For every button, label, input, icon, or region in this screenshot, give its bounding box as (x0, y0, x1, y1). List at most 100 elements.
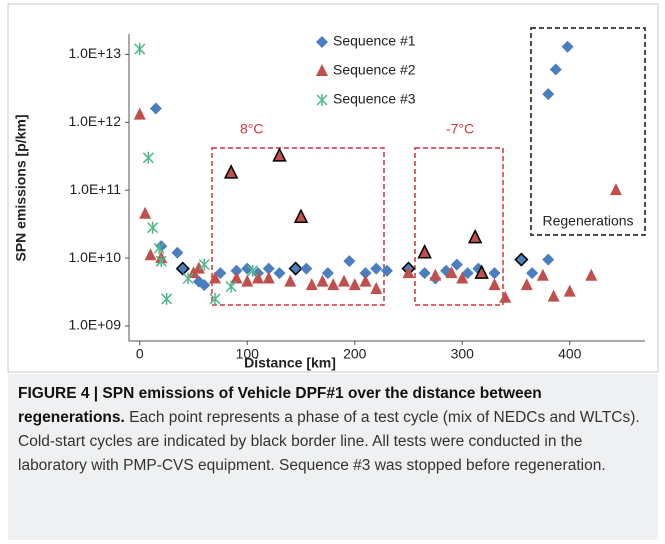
point (142, 151, 154, 164)
annotation: -7°C (446, 121, 474, 137)
caption: FIGURE 4 | SPN emissions of Vehicle DPF#… (8, 374, 658, 540)
point (144, 248, 157, 261)
point (467, 228, 483, 244)
chart-frame (7, 3, 659, 373)
caption-text: Each point represents a phase of a test … (18, 409, 640, 474)
point (149, 102, 162, 115)
point (209, 271, 221, 284)
point (563, 284, 576, 297)
point (536, 268, 549, 281)
point (456, 271, 469, 284)
point (609, 183, 622, 196)
point (488, 278, 501, 291)
box-regen (530, 27, 646, 236)
point (450, 258, 463, 271)
point (230, 264, 243, 277)
y-axis-label: SPN emissions [p/km] (13, 114, 29, 261)
point (520, 278, 533, 291)
point (241, 274, 254, 287)
point (549, 63, 562, 76)
legend-marker (316, 64, 328, 76)
point (247, 264, 259, 277)
x-tick-label: 400 (558, 346, 582, 362)
point (171, 246, 184, 259)
y-tick-label: 1.0E+09 (68, 317, 121, 333)
point (561, 40, 574, 53)
y-tick-label: 1.0E+10 (68, 249, 121, 265)
point (585, 268, 598, 281)
point (305, 278, 318, 291)
point (445, 266, 458, 279)
x-tick-label: 0 (136, 346, 144, 362)
point (461, 267, 474, 280)
point (370, 282, 383, 295)
point (225, 280, 237, 293)
point (230, 271, 243, 284)
legend-label: Sequence #2 (333, 62, 416, 78)
point (418, 267, 431, 280)
point (402, 266, 415, 279)
point (429, 268, 442, 281)
legend-marker (316, 36, 328, 48)
y-tick-label: 1.0E+11 (69, 181, 121, 197)
point (338, 274, 350, 287)
point (262, 271, 275, 284)
point (139, 206, 152, 219)
x-tick-label: 100 (236, 346, 260, 362)
point (192, 261, 205, 274)
point (182, 272, 194, 285)
point (542, 88, 555, 101)
point (359, 267, 372, 280)
point (343, 255, 356, 268)
point (499, 290, 512, 303)
legend-marker (316, 94, 328, 106)
point (198, 258, 210, 271)
chart: 8°C -7°C Regenerations Distance [km] SPN… (7, 3, 659, 373)
point (198, 279, 211, 292)
point (223, 164, 239, 179)
box-8c (211, 147, 385, 306)
point (474, 264, 489, 279)
point (153, 242, 165, 255)
point (262, 262, 275, 275)
point (134, 43, 146, 56)
y-tick-label: 1.0E+12 (68, 113, 121, 129)
point (133, 107, 146, 120)
point (359, 274, 372, 287)
annotation: 8°C (240, 121, 264, 137)
point (273, 267, 286, 280)
point (147, 221, 159, 234)
point (417, 244, 432, 259)
legend-label: Sequence #3 (333, 91, 416, 107)
point (348, 278, 361, 291)
point (381, 264, 393, 277)
point (316, 274, 329, 287)
point (300, 262, 313, 275)
point (293, 208, 309, 223)
point (161, 292, 173, 305)
point (155, 255, 167, 268)
point (547, 289, 560, 302)
point (321, 267, 334, 280)
box-minus7c (414, 147, 504, 306)
point (327, 278, 340, 291)
point (175, 261, 190, 276)
point (488, 267, 501, 280)
point (209, 292, 221, 305)
x-tick-label: 200 (343, 346, 367, 362)
point (272, 147, 287, 162)
point (370, 262, 383, 275)
point (288, 261, 303, 276)
x-axis-label: Distance [km] (244, 355, 336, 371)
point (241, 262, 254, 275)
caption-label: FIGURE 4 | SPN emissions of Vehicle DPF#… (18, 385, 542, 426)
point (526, 267, 539, 280)
point (542, 253, 555, 266)
legend-label: Sequence #1 (333, 33, 416, 49)
point (514, 252, 529, 267)
point (214, 267, 227, 280)
annotation: Regenerations (542, 213, 633, 229)
point (252, 271, 264, 284)
x-tick-label: 300 (451, 346, 475, 362)
